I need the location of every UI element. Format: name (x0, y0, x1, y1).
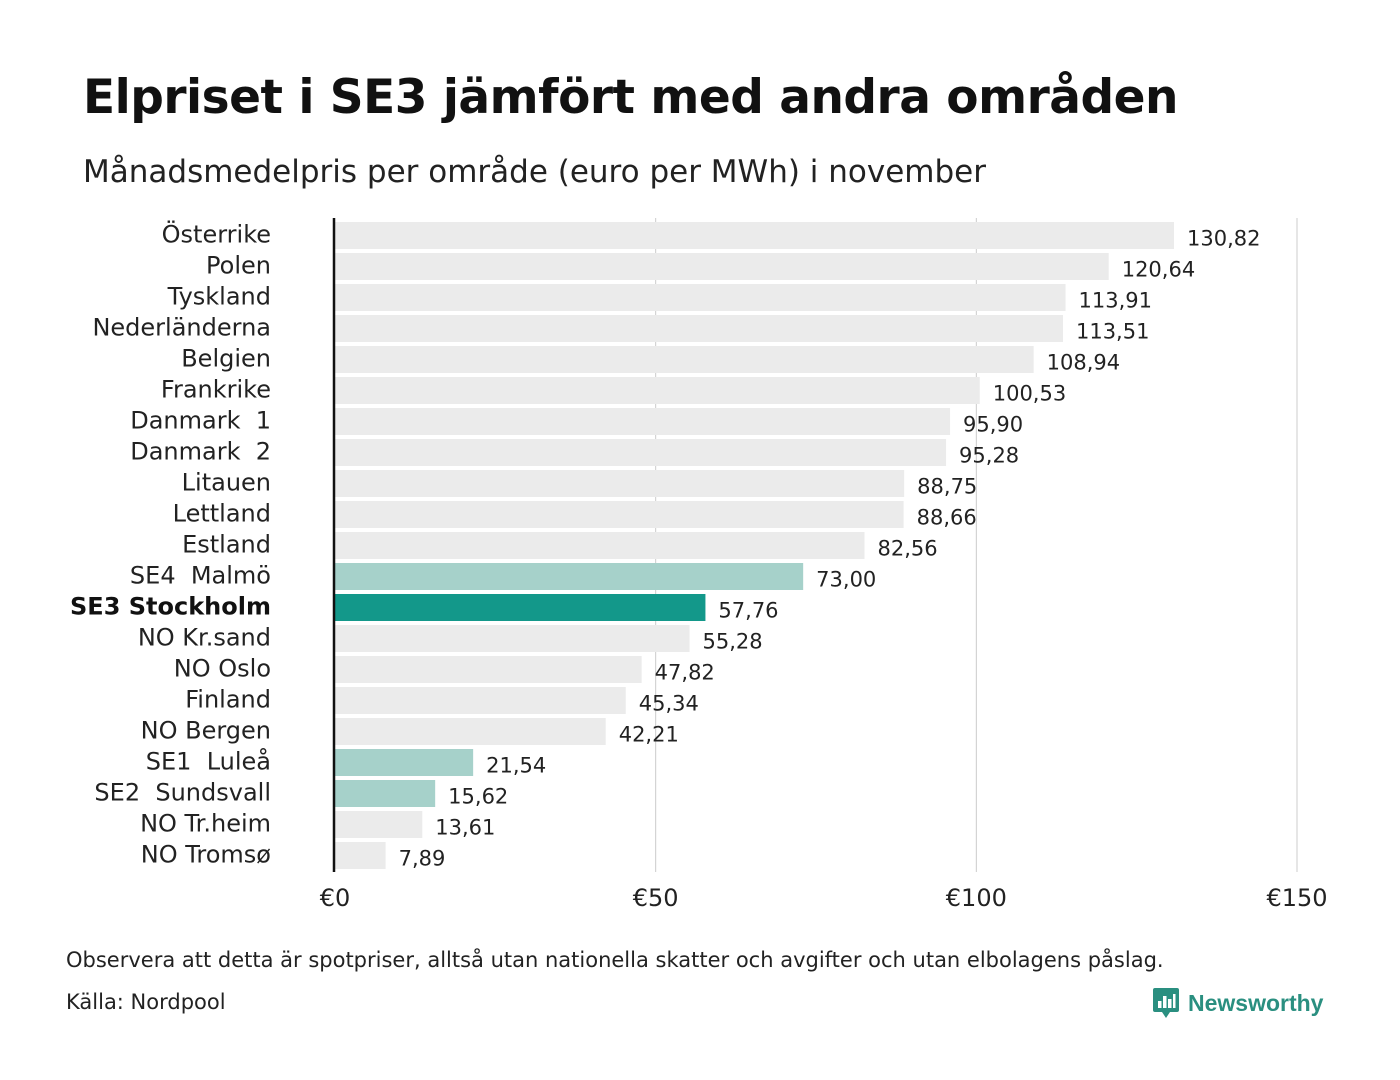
bar (335, 315, 1063, 342)
newsworthy-logo-icon (1153, 988, 1179, 1018)
category-label: Belgien (181, 345, 271, 373)
category-labels: Österrike Polen Tyskland Nederländerna Belgi… (70, 220, 271, 869)
bar (335, 222, 1174, 249)
data-label: 88,75 (917, 475, 977, 499)
category-label: Estland (182, 531, 271, 559)
category-label: NO Bergen (141, 717, 271, 745)
bar (335, 563, 804, 590)
data-label: 120,64 (1122, 258, 1195, 282)
category-label: Litauen (182, 469, 271, 497)
bar (335, 594, 706, 621)
chart-title: Elpriset i SE3 jämfört med andra områden (83, 70, 1178, 125)
x-tick-label: €100 (946, 884, 1007, 912)
category-label: Tyskland (167, 283, 271, 311)
data-label: 95,28 (959, 444, 1019, 468)
bar (335, 625, 690, 652)
data-label: 21,54 (486, 754, 546, 778)
category-label: NO Oslo (174, 655, 271, 683)
category-label: Österrike (162, 220, 271, 249)
bar (335, 377, 980, 404)
bar (335, 501, 904, 528)
footnote: Observera att detta är spotpriser, allts… (66, 948, 1164, 972)
data-label: 130,82 (1187, 227, 1260, 251)
category-label: Danmark 1 (130, 407, 271, 435)
bar (335, 408, 951, 435)
data-label: 88,66 (917, 506, 977, 530)
category-label: SE1 Luleå (146, 747, 271, 776)
category-label: Danmark 2 (130, 438, 271, 466)
category-label: SE2 Sundsvall (94, 779, 271, 807)
bar (335, 346, 1034, 373)
bar (335, 687, 626, 714)
category-label: Nederländerna (92, 314, 271, 342)
bar (335, 780, 436, 807)
bar (335, 749, 474, 776)
data-label: 108,94 (1047, 351, 1120, 375)
data-label: 7,89 (399, 847, 446, 871)
data-label: 42,21 (619, 723, 679, 747)
x-tick-label: €0 (320, 884, 351, 912)
data-label: 13,61 (435, 816, 495, 840)
brand-name: Newsworthy (1188, 989, 1324, 1016)
source-credit: Källa: Nordpool (66, 990, 226, 1014)
data-label: 100,53 (993, 382, 1066, 406)
data-label: 113,51 (1076, 320, 1149, 344)
bar (335, 842, 386, 869)
data-label: 47,82 (655, 661, 715, 685)
data-label: 15,62 (448, 785, 508, 809)
category-label: SE4 Malmö (130, 562, 271, 590)
bar (335, 656, 642, 683)
chart-subtitle: Månadsmedelpris per område (euro per MWh… (83, 154, 986, 190)
brand-logo: Newsworthy (1152, 986, 1323, 1020)
value-labels: 130,82 120,64 113,91 113,51 108,94 100,53 95,9… (399, 227, 1261, 871)
category-label: Finland (185, 686, 271, 714)
x-tick-label: €150 (1266, 884, 1327, 912)
data-label: 45,34 (639, 692, 699, 716)
category-label: SE3 Stockholm (70, 593, 271, 621)
bar (335, 439, 947, 466)
data-label: 82,56 (877, 537, 937, 561)
bar (335, 253, 1109, 280)
bar (335, 718, 606, 745)
x-tick-label: €50 (633, 884, 679, 912)
category-label: NO Tromsø (141, 841, 271, 869)
category-label: NO Kr.sand (138, 624, 271, 652)
data-label: 113,91 (1079, 289, 1152, 313)
bars (335, 222, 1174, 869)
data-label: 57,76 (718, 599, 778, 623)
data-label: 55,28 (703, 630, 763, 654)
bar (335, 811, 423, 838)
bar (335, 284, 1066, 311)
x-axis-ticks: €0 €50 €100 €150 (320, 884, 1328, 912)
bar (335, 470, 905, 497)
data-label: 95,90 (963, 413, 1023, 437)
category-label: NO Tr.heim (140, 810, 271, 838)
category-label: Lettland (173, 500, 271, 528)
category-label: Frankrike (161, 376, 271, 404)
data-label: 73,00 (816, 568, 876, 592)
category-label: Polen (206, 252, 271, 280)
bar (335, 532, 865, 559)
